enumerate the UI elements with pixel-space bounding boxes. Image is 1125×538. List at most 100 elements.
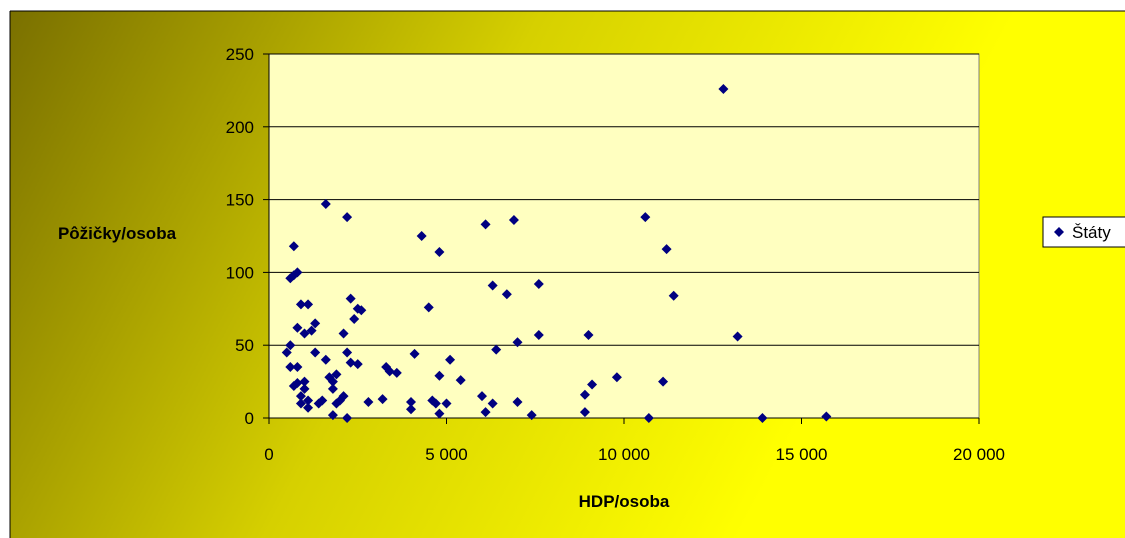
y-tick-label: 0 (245, 409, 254, 428)
data-point (288, 241, 299, 252)
data-point (583, 330, 594, 341)
x-axis-title: HDP/osoba (579, 492, 670, 511)
data-point (317, 395, 328, 406)
data-point (345, 357, 356, 368)
x-tick-label: 15 000 (776, 445, 828, 464)
data-point (434, 408, 445, 419)
data-point (434, 247, 445, 258)
y-tick-label: 200 (226, 118, 254, 137)
data-point (292, 378, 303, 389)
tick-labels: 0 50 100 150 200 250 0 5 000 10 000 15 000 20 000 (226, 45, 1005, 464)
data-point (352, 359, 363, 370)
x-tick-label: 0 (264, 445, 273, 464)
data-point (338, 391, 349, 402)
data-point (757, 413, 768, 423)
data-point (821, 411, 832, 422)
data-point (643, 413, 654, 423)
y-tick-label: 100 (226, 263, 254, 282)
data-point (533, 330, 544, 341)
data-point (303, 299, 314, 310)
data-point (310, 347, 321, 358)
legend-marker-diamond-icon (1054, 227, 1064, 237)
data-point (441, 398, 452, 409)
data-point (487, 398, 498, 409)
data-point (487, 280, 498, 291)
data-point (526, 410, 537, 421)
data-point (327, 410, 338, 421)
data-point (363, 396, 374, 407)
data-point (501, 289, 512, 300)
y-tick-label: 150 (226, 191, 254, 210)
data-point (384, 366, 395, 377)
data-point (299, 376, 310, 387)
data-point (320, 198, 331, 209)
data-point (292, 322, 303, 333)
data-point (718, 83, 729, 94)
data-point (285, 340, 296, 351)
data-point (288, 270, 299, 281)
data-point (512, 337, 523, 348)
data-point (587, 379, 598, 390)
data-point (338, 328, 349, 339)
data-point (331, 369, 342, 380)
data-point (391, 367, 402, 378)
data-point (356, 305, 367, 316)
data-point (455, 375, 466, 386)
data-point (579, 407, 590, 418)
data-point (409, 348, 420, 359)
axes (263, 53, 980, 424)
data-point (406, 404, 416, 415)
gridlines (269, 53, 979, 346)
data-point (306, 325, 317, 336)
data-point (342, 347, 353, 358)
data-point (512, 396, 523, 407)
data-point (661, 244, 672, 255)
data-point (342, 212, 353, 223)
data-point (327, 376, 338, 387)
data-point (430, 398, 441, 409)
data-point (611, 372, 622, 383)
data-point (416, 231, 427, 241)
data-point (295, 299, 306, 310)
x-tick-label: 20 000 (953, 445, 1005, 464)
data-point (423, 302, 434, 313)
data-point (320, 354, 331, 365)
data-point (668, 290, 679, 301)
data-point (640, 212, 651, 223)
data-point (508, 214, 519, 225)
data-point (299, 383, 310, 394)
y-axis-title: Pôžičky/osoba (58, 224, 177, 243)
y-tick-label: 250 (226, 45, 254, 64)
data-points (281, 83, 832, 423)
data-point (377, 394, 388, 405)
data-point (480, 407, 491, 418)
data-point (477, 391, 487, 402)
x-tick-label: 10 000 (598, 445, 650, 464)
data-point (406, 396, 416, 407)
legend: Štáty (1042, 216, 1125, 248)
data-point (349, 313, 360, 324)
data-point (292, 362, 303, 373)
data-point (281, 347, 292, 358)
y-tick-label: 50 (235, 336, 254, 355)
data-point (579, 389, 590, 400)
data-point (310, 318, 321, 329)
data-point (658, 376, 669, 387)
data-point (295, 398, 306, 409)
data-point (732, 331, 743, 342)
data-point (480, 219, 491, 230)
data-point (295, 391, 306, 402)
data-point (533, 279, 544, 290)
data-point (299, 328, 310, 339)
data-point (303, 395, 314, 406)
data-point (445, 354, 456, 365)
plot-area (268, 53, 980, 419)
data-point (342, 413, 353, 423)
data-point (491, 344, 502, 355)
x-tick-label: 5 000 (425, 445, 468, 464)
data-point (345, 293, 356, 304)
data-point (434, 370, 445, 381)
legend-label: Štáty (1072, 223, 1111, 242)
